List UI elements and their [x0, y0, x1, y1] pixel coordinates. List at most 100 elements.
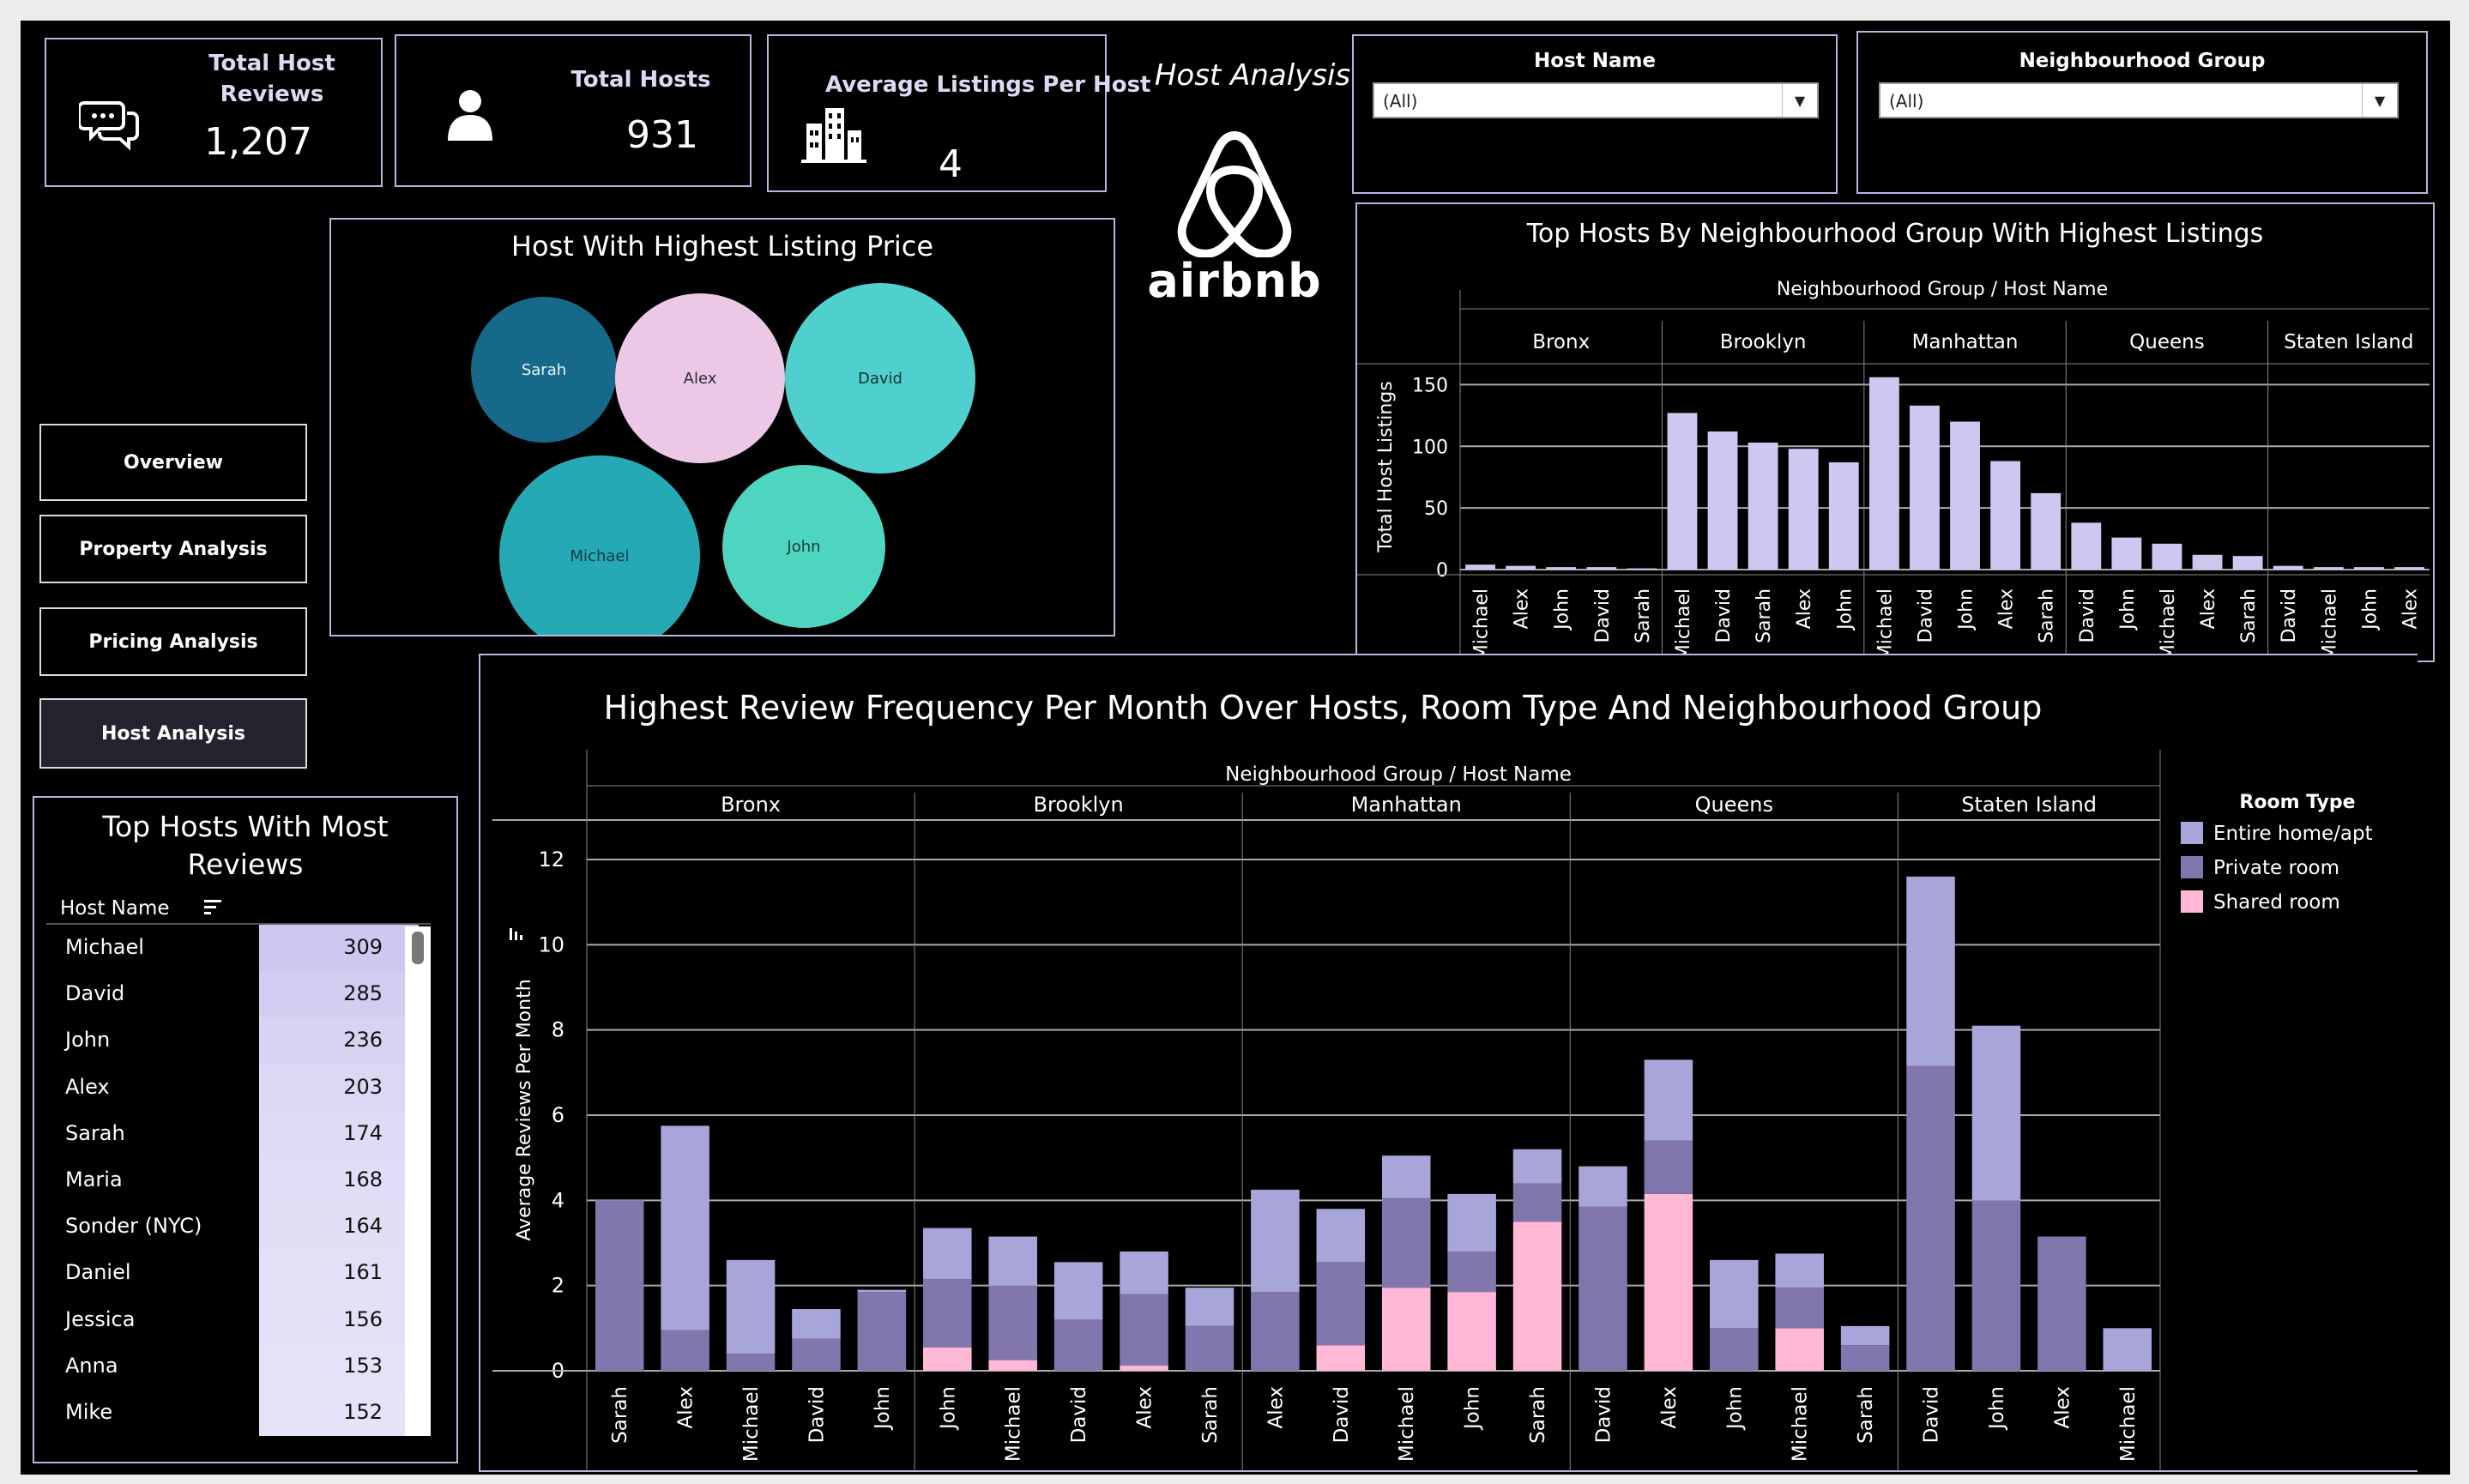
table-row-bar [259, 1296, 419, 1343]
bubble-alex[interactable]: Alex [615, 293, 785, 463]
bar-segment-entire [923, 1228, 972, 1280]
nav-pricing-analysis-button[interactable]: Pricing Analysis [39, 607, 307, 676]
chart-type-icon [510, 928, 522, 940]
bar-segment-entire [1644, 1059, 1693, 1141]
y-tick-label: 4 [552, 1188, 564, 1212]
table-row-host-name[interactable]: Anna [65, 1353, 118, 1378]
review-frequency-panel: Highest Review Frequency Per Month Over … [479, 654, 2418, 1472]
reviews-column-header[interactable]: Host Name [60, 897, 170, 920]
table-row-host-name[interactable]: Maria [65, 1167, 123, 1191]
x-tick-label: Sarah [2238, 588, 2260, 643]
bar-segment-private [1120, 1294, 1168, 1366]
table-row-review-count: 174 [343, 1120, 383, 1145]
x-tick-label: Sarah [1199, 1386, 1222, 1444]
table-row-host-name[interactable]: David [65, 981, 125, 1006]
bar-segment-entire [1971, 1025, 2021, 1201]
table-row-review-count: 236 [343, 1028, 383, 1053]
bubble-michael[interactable]: Michael [499, 455, 700, 635]
table-row-host-name[interactable]: Sarah [65, 1120, 125, 1145]
x-tick-label: Alex [675, 1386, 697, 1428]
table-row-host-name[interactable]: Jessica [65, 1306, 136, 1331]
legend-title: Room Type [2239, 792, 2355, 813]
filter-neighbourhood-label: Neighbourhood Group [2019, 50, 2266, 72]
x-tick-label: Michael [1673, 588, 1694, 661]
reviews-table-title: Top Hosts With Most Reviews [34, 808, 456, 884]
scrollbar-thumb[interactable] [412, 932, 424, 964]
table-row-bar [259, 1157, 419, 1204]
group-header-label: Bronx [721, 793, 781, 817]
bar-segment-shared [1447, 1292, 1496, 1371]
listing-bar [1788, 449, 1819, 570]
bar-segment-private [857, 1292, 907, 1371]
listing-bar [2111, 537, 2142, 570]
dashboard-canvas: Total Host Reviews 1,207 Total Hosts 931 [21, 21, 2450, 1475]
person-icon [448, 90, 492, 141]
x-tick-label: Michael [1396, 1386, 1418, 1462]
bar-segment-shared [1512, 1222, 1562, 1371]
chevron-down-icon[interactable]: ▼ [1782, 84, 1817, 117]
bar-segment-entire [1251, 1189, 1300, 1293]
bar-segment-private [1710, 1328, 1759, 1371]
table-row-host-name[interactable]: Michael [65, 935, 144, 959]
x-tick-label: Michael [1003, 1386, 1025, 1462]
table-row-bar [259, 1390, 419, 1437]
bar-segment-entire [1185, 1288, 1234, 1326]
bubble-sarah[interactable]: Sarah [471, 297, 617, 443]
nav-overview-button[interactable]: Overview [39, 424, 307, 501]
table-row-review-count: 309 [343, 935, 383, 959]
table-row-host-name[interactable]: Alex [65, 1074, 110, 1099]
sort-icon[interactable] [202, 897, 225, 918]
kpi-avg-listings-value: 4 [939, 142, 963, 186]
listing-bar [2394, 567, 2424, 570]
nav-host-analysis-button[interactable]: Host Analysis [39, 698, 307, 769]
x-tick-label: Michael [1471, 588, 1493, 661]
page-title: Host Analysis [1154, 58, 1351, 93]
bar-segment-private [1316, 1262, 1366, 1346]
table-row-host-name[interactable]: John [65, 1028, 111, 1053]
bubble-label: Michael [570, 547, 630, 565]
table-row-bar [259, 1017, 419, 1065]
x-tick-label: David [1592, 588, 1614, 643]
bar-segment-private [661, 1330, 709, 1371]
y-tick-label: 150 [1412, 375, 1448, 396]
table-row-host-name[interactable]: Daniel [65, 1260, 131, 1285]
bar-segment-shared [1316, 1345, 1366, 1371]
y-tick-label: 6 [552, 1103, 564, 1127]
table-row-bar [259, 1250, 419, 1297]
x-tick-label: David [1331, 1386, 1353, 1443]
bubble-david[interactable]: David [785, 283, 975, 474]
x-tick-label: Alex [1794, 588, 1815, 629]
buildings-icon [801, 108, 866, 163]
bubble-john[interactable]: John [722, 465, 885, 628]
nav-property-analysis-button[interactable]: Property Analysis [39, 515, 307, 583]
table-row-review-count: 168 [343, 1167, 383, 1191]
kpi-avg-listings: Average Listings Per Host 4 [767, 34, 1150, 192]
kpi-total-host-reviews: Total Host Reviews 1,207 [45, 38, 383, 187]
x-tick-label: John [937, 1386, 959, 1431]
bar-segment-private [988, 1285, 1037, 1360]
x-tick-label: Sarah [1527, 1386, 1549, 1444]
kpi-hosts-label: Total Hosts [570, 67, 711, 93]
legend-swatch [2181, 890, 2203, 913]
neighbourhood-select[interactable]: (All) ▼ [1879, 82, 2399, 118]
y-tick-label: 8 [552, 1018, 564, 1042]
listing-bar [2031, 492, 2062, 570]
table-row-review-count: 161 [343, 1260, 383, 1285]
y-tick-label: 100 [1412, 437, 1448, 458]
listings-chart-header: Neighbourhood Group / Host Name [1777, 279, 2108, 300]
bubble-chart-panel: Host With Highest Listing Price Sarah Al… [329, 218, 1115, 636]
table-row-host-name[interactable]: Sonder (NYC) [65, 1214, 202, 1239]
x-tick-label: David [806, 1386, 828, 1443]
bar-segment-entire [1316, 1209, 1366, 1263]
host-name-select[interactable]: (All) ▼ [1373, 82, 1819, 118]
table-row-host-name[interactable]: Mike [65, 1400, 113, 1424]
table-row-review-count: 153 [343, 1353, 383, 1378]
bar-segment-entire [1840, 1325, 1890, 1346]
listing-bar [1748, 442, 1778, 570]
bar-segment-entire [1381, 1155, 1431, 1198]
x-tick-label: Alex [2051, 1386, 2074, 1428]
reviews-scrollbar[interactable] [405, 926, 431, 1436]
listing-bar [2152, 543, 2182, 570]
chevron-down-icon[interactable]: ▼ [2362, 84, 2397, 117]
bar-segment-entire [792, 1308, 841, 1339]
